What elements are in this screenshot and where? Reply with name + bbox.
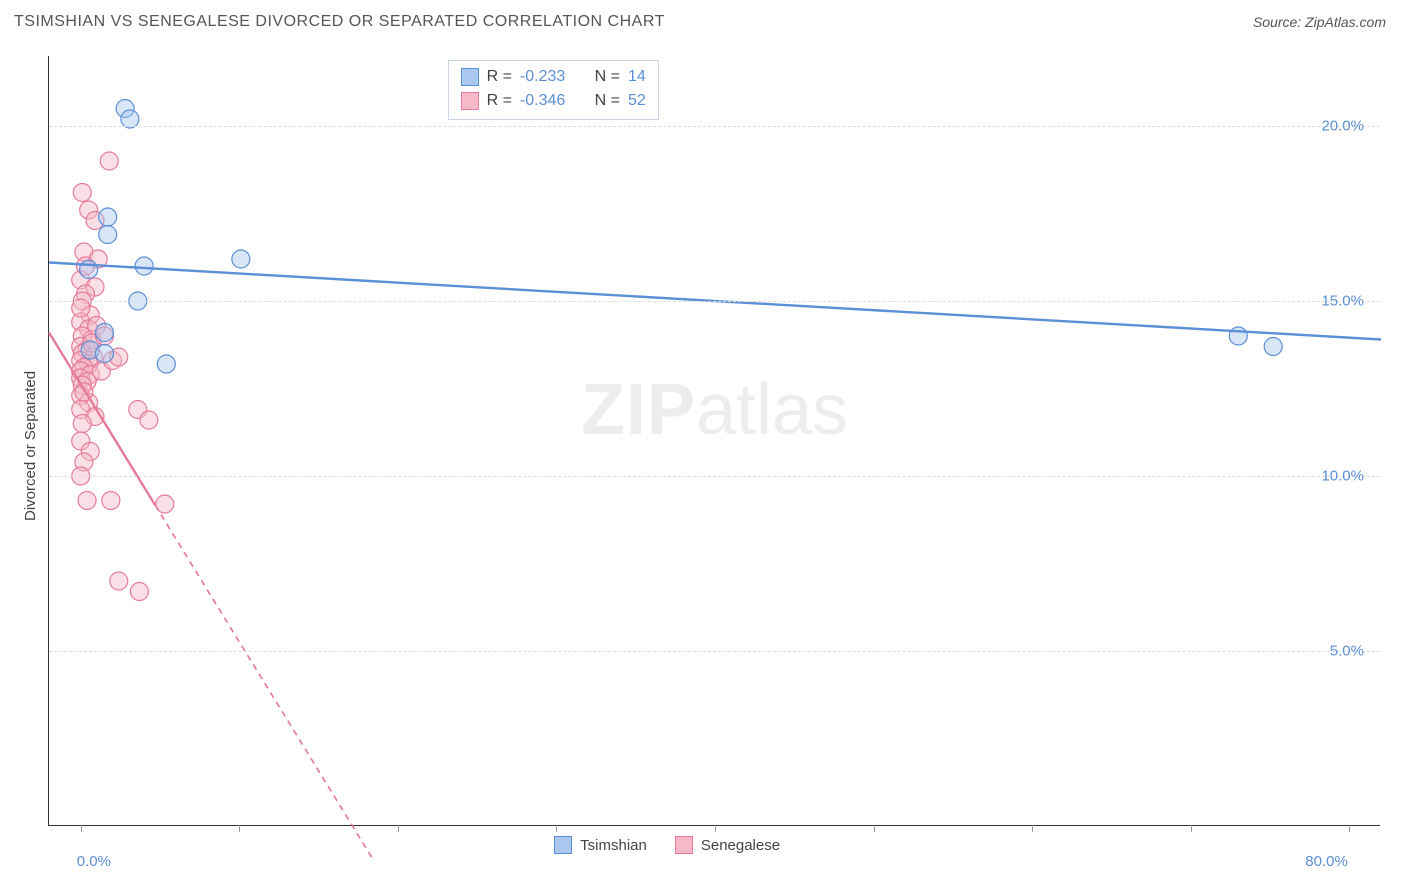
plot-area: ZIPatlas 5.0%10.0%15.0%20.0%0.0%80.0% — [48, 56, 1380, 826]
point-senegalese — [102, 492, 120, 510]
gridline — [49, 651, 1380, 652]
chart-title: TSIMSHIAN VS SENEGALESE DIVORCED OR SEPA… — [14, 13, 665, 31]
x-tick-mark — [1191, 825, 1192, 832]
point-senegalese — [73, 415, 91, 433]
legend-label: Senegalese — [701, 837, 780, 854]
point-tsimshian — [96, 324, 114, 342]
legend-r-label: R = — [487, 89, 512, 113]
chart-source: Source: ZipAtlas.com — [1253, 14, 1386, 30]
legend-item: Senegalese — [675, 836, 780, 854]
point-tsimshian — [99, 226, 117, 244]
point-tsimshian — [232, 250, 250, 268]
legend-n-value: 14 — [628, 65, 646, 89]
gridline — [49, 476, 1380, 477]
point-senegalese — [130, 583, 148, 601]
point-senegalese — [140, 411, 158, 429]
x-tick-mark — [239, 825, 240, 832]
point-tsimshian — [99, 208, 117, 226]
y-tick-label: 20.0% — [1321, 118, 1372, 135]
x-tick-mark — [715, 825, 716, 832]
y-tick-label: 10.0% — [1321, 468, 1372, 485]
x-tick-mark — [398, 825, 399, 832]
y-axis-title: Divorced or Separated — [22, 371, 39, 521]
chart-header: TSIMSHIAN VS SENEGALESE DIVORCED OR SEPA… — [0, 0, 1406, 44]
legend-r-label: R = — [487, 65, 512, 89]
point-tsimshian — [135, 257, 153, 275]
point-senegalese — [78, 492, 96, 510]
point-tsimshian — [96, 345, 114, 363]
x-tick-mark — [1032, 825, 1033, 832]
point-tsimshian — [157, 355, 175, 373]
point-senegalese — [110, 572, 128, 590]
point-senegalese — [156, 495, 174, 513]
point-tsimshian — [1264, 338, 1282, 356]
legend-item: Tsimshian — [554, 836, 647, 854]
chart-svg — [49, 56, 1381, 826]
legend-series: Tsimshian Senegalese — [554, 836, 780, 854]
legend-stat-row: R = -0.346 N = 52 — [461, 89, 646, 113]
legend-r-value: -0.346 — [520, 89, 565, 113]
x-tick-label: 80.0% — [1305, 853, 1348, 870]
gridline — [49, 126, 1380, 127]
legend-swatch — [461, 68, 479, 86]
point-senegalese — [100, 152, 118, 170]
point-tsimshian — [80, 261, 98, 279]
legend-swatch — [675, 836, 693, 854]
legend-stats: R = -0.233 N = 14 R = -0.346 N = 52 — [448, 60, 659, 120]
x-tick-mark — [1349, 825, 1350, 832]
x-tick-mark — [874, 825, 875, 832]
x-tick-mark — [81, 825, 82, 832]
gridline — [49, 301, 1380, 302]
y-tick-label: 15.0% — [1321, 293, 1372, 310]
y-tick-label: 5.0% — [1330, 643, 1372, 660]
legend-r-value: -0.233 — [520, 65, 565, 89]
trendline-senegalese-dash — [155, 505, 374, 861]
legend-n-value: 52 — [628, 89, 646, 113]
legend-swatch — [461, 92, 479, 110]
x-tick-mark — [556, 825, 557, 832]
legend-label: Tsimshian — [580, 837, 647, 854]
legend-swatch — [554, 836, 572, 854]
x-tick-label: 0.0% — [77, 853, 111, 870]
legend-n-label: N = — [595, 65, 620, 89]
legend-n-label: N = — [595, 89, 620, 113]
legend-stat-row: R = -0.233 N = 14 — [461, 65, 646, 89]
point-senegalese — [73, 184, 91, 202]
